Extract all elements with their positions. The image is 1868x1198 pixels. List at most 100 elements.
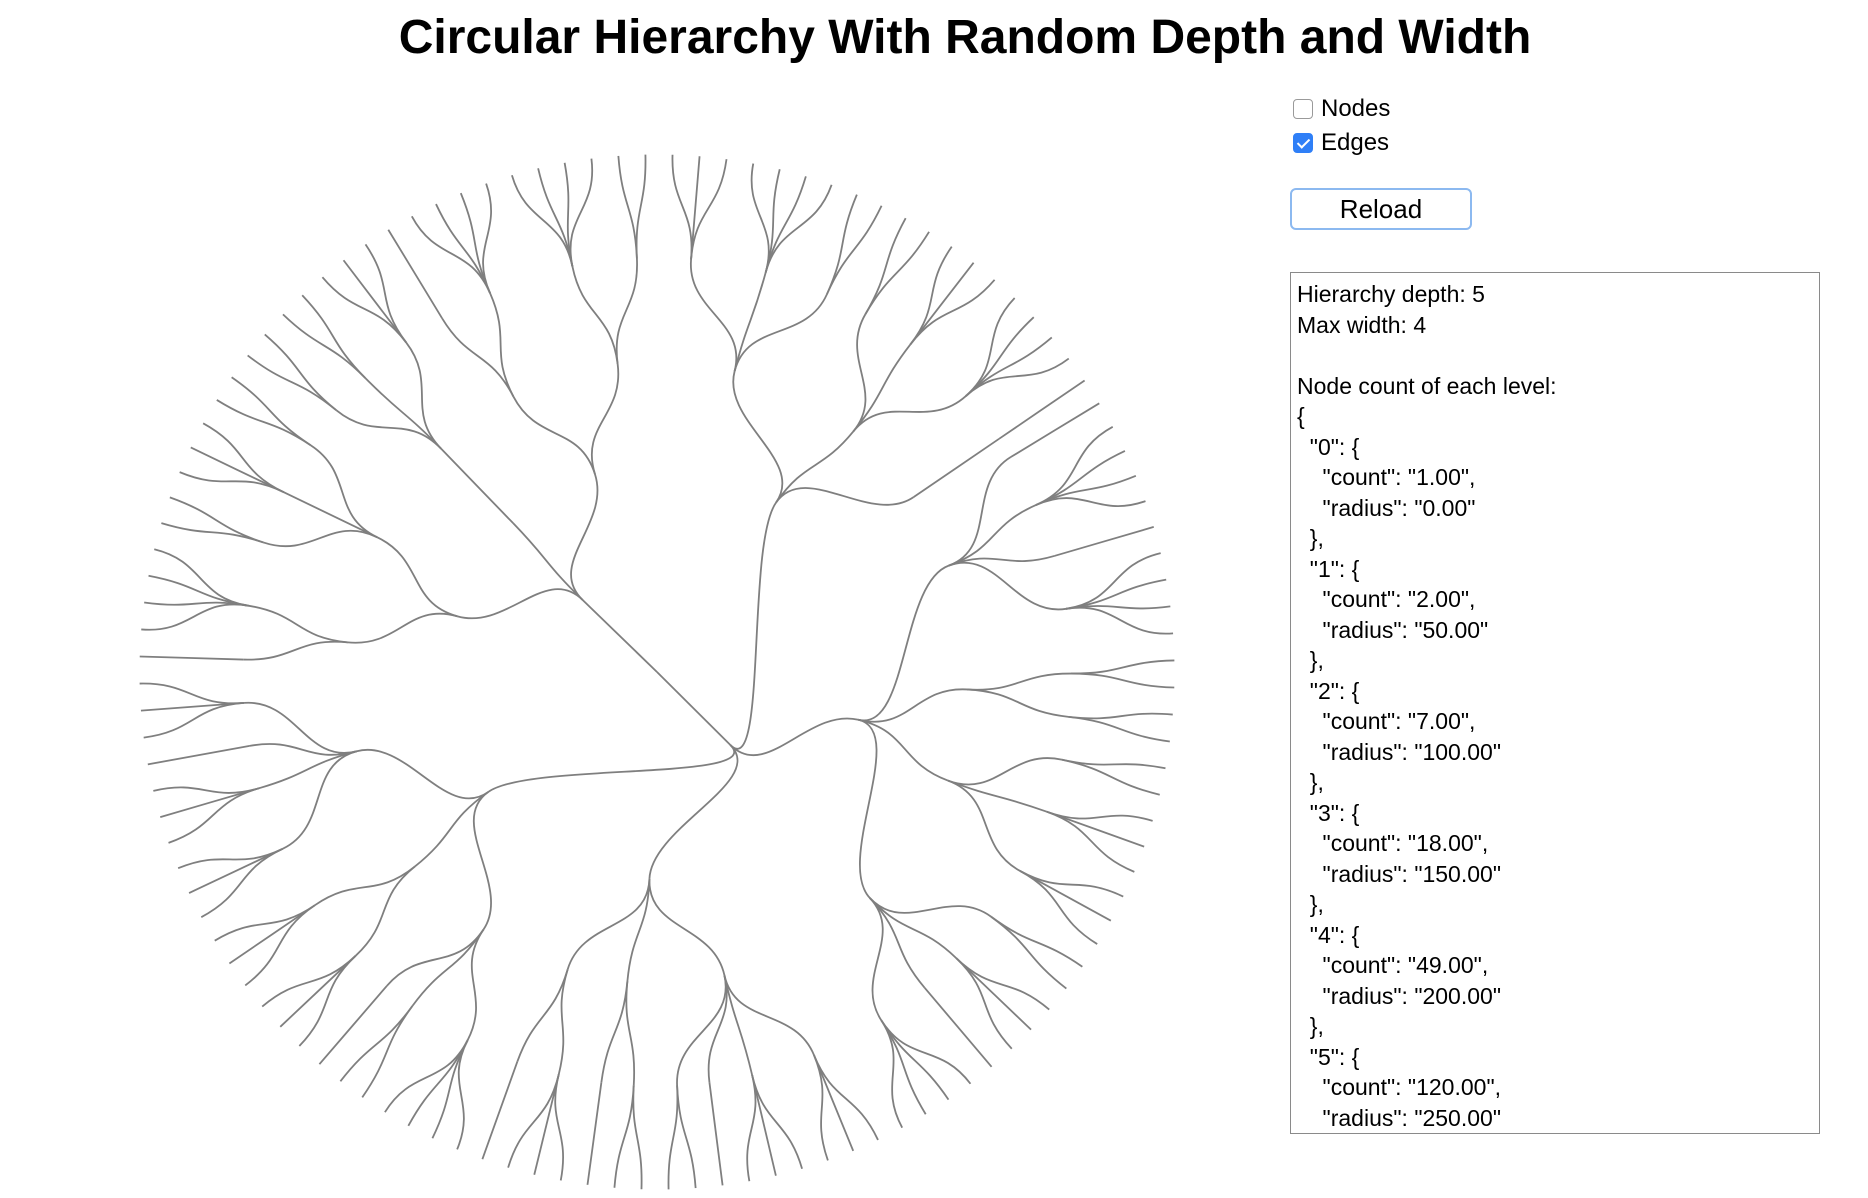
hierarchy-edge: [965, 357, 1070, 397]
hierarchy-edge: [826, 205, 883, 295]
hierarchy-edge: [1066, 552, 1161, 610]
hierarchy-edge: [244, 904, 316, 987]
hierarchy-edge: [179, 471, 285, 494]
nodes-checkbox-row[interactable]: Nodes: [1293, 92, 1390, 126]
hierarchy-edge: [283, 491, 378, 539]
hierarchy-edge: [512, 522, 584, 601]
hierarchy-edge: [966, 688, 1069, 718]
hierarchy-edge: [746, 1074, 757, 1182]
hierarchy-edge: [990, 915, 1083, 968]
hierarchy-edge: [858, 564, 950, 722]
edges-checkbox-row[interactable]: Edges: [1293, 126, 1390, 160]
hierarchy-edge: [264, 333, 337, 411]
hierarchy-edge: [1010, 402, 1100, 458]
circular-hierarchy-diagram: [139, 154, 1175, 1190]
hierarchy-edge: [1019, 870, 1098, 945]
hierarchy-edge: [913, 438, 1000, 498]
hierarchy-edge: [947, 779, 1021, 872]
hierarchy-edge: [998, 379, 1086, 440]
hierarchy-edge: [852, 343, 911, 433]
hierarchy-edge: [411, 215, 491, 294]
hierarchy-edge: [586, 1082, 603, 1185]
hierarchy-edge: [864, 217, 907, 315]
hierarchy-edge: [923, 987, 993, 1068]
hierarchy-edge: [282, 750, 358, 850]
hierarchy-edge: [852, 395, 967, 433]
nodes-checkbox[interactable]: [1293, 99, 1313, 119]
hierarchy-edge: [671, 154, 693, 260]
hierarchy-edge: [1070, 659, 1175, 675]
hierarchy-edge: [472, 791, 492, 931]
hierarchy-edge: [1054, 526, 1155, 557]
hierarchy-edge: [298, 955, 357, 1047]
hierarchy-edge: [1035, 426, 1114, 506]
hierarchy-edge: [386, 929, 485, 987]
hierarchy-edge: [557, 969, 569, 1075]
edges-checkbox-label: Edges: [1321, 129, 1390, 156]
hierarchy-edge: [590, 363, 620, 475]
nodes-checkbox-label: Nodes: [1321, 95, 1391, 122]
hierarchy-edge: [690, 259, 738, 372]
hierarchy-edge: [625, 981, 636, 1086]
hierarchy-edge: [1061, 758, 1160, 796]
hierarchy-edge: [965, 297, 1016, 397]
hierarchy-edge: [626, 878, 651, 982]
hierarchy-edge: [466, 929, 485, 1041]
hierarchy-edge: [729, 502, 777, 750]
hierarchy-edge: [310, 444, 378, 539]
hierarchy-edge: [615, 258, 638, 365]
hierarchy-edge: [858, 688, 968, 723]
hierarchy-edge: [864, 231, 930, 315]
hierarchy-edge: [632, 1085, 643, 1190]
hierarchy-edge: [648, 744, 739, 879]
hierarchy-edge: [750, 163, 770, 273]
hierarchy-edge: [869, 897, 926, 989]
hierarchy-edge: [764, 184, 833, 273]
hierarchy-edge: [707, 974, 728, 1083]
hierarchy-depth-text: Hierarchy depth: 5: [1297, 281, 1485, 307]
display-options: Nodes Edges: [1293, 92, 1390, 160]
hierarchy-edge: [244, 701, 358, 754]
hierarchy-edge: [141, 603, 249, 631]
hierarchy-edge: [512, 396, 596, 475]
hierarchy-edge: [990, 915, 1067, 990]
hierarchy-edge: [869, 897, 992, 918]
hierarchy-edge: [566, 878, 651, 970]
hierarchy-edge: [364, 377, 442, 450]
hierarchy-edge: [570, 474, 599, 601]
hierarchy-edge: [723, 974, 815, 1056]
hierarchy-edge: [231, 376, 312, 446]
hierarchy-edge: [259, 750, 358, 789]
hierarchy-edge: [248, 604, 348, 644]
hierarchy-edge: [656, 671, 732, 746]
hierarchy-edge: [948, 456, 1012, 567]
hierarchy-edge: [347, 612, 458, 644]
hierarchy-edge: [489, 292, 515, 398]
hierarchy-edge: [361, 1005, 414, 1098]
hierarchy-edge: [858, 718, 949, 782]
hierarchy-edge: [214, 904, 316, 942]
hierarchy-edge: [154, 548, 249, 607]
levels-heading: Node count of each level:: [1297, 372, 1557, 399]
hierarchy-edge: [200, 847, 284, 918]
hierarchy-edge: [169, 496, 265, 544]
hierarchy-edge: [775, 430, 855, 504]
hierarchy-edge: [732, 371, 784, 504]
hierarchy-edge: [582, 599, 658, 673]
reload-button[interactable]: Reload: [1290, 188, 1472, 230]
hierarchy-edge: [617, 155, 638, 259]
hierarchy-edge: [648, 878, 726, 976]
edges-checkbox[interactable]: [1293, 133, 1313, 153]
hierarchy-edge: [1068, 712, 1173, 720]
hierarchy-edge: [314, 865, 416, 906]
hierarchy-edge: [880, 1019, 972, 1085]
hierarchy-info-panel: Hierarchy depth: 5 Max width: 4 Node cou…: [1290, 272, 1820, 1134]
hierarchy-edge: [676, 974, 727, 1086]
hierarchy-edge: [569, 158, 594, 267]
hierarchy-edge: [723, 974, 753, 1076]
hierarchy-edge: [947, 757, 1062, 786]
level-stats-json: { "0": { "count": "1.00", "radius": "0.0…: [1297, 403, 1502, 1131]
hierarchy-edge: [356, 748, 489, 800]
hierarchy-edge: [948, 555, 1055, 567]
hierarchy-edge: [966, 672, 1072, 691]
